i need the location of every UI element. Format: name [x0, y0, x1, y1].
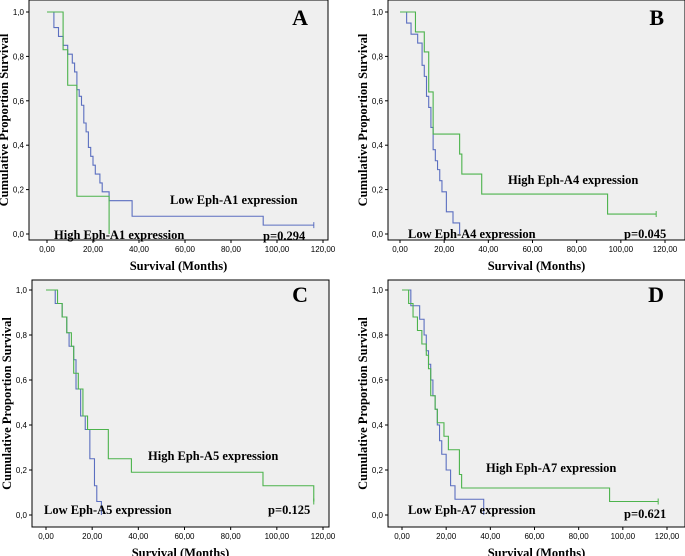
km-panel-b: 0,0 0,2 0,4 0,6 0,8 1,0 0,00 20,00 40,00 60,00 80,…	[356, 0, 685, 273]
x-tick-label: 40,00	[478, 245, 499, 254]
plot-area	[28, 0, 329, 241]
x-tick-label: 120,00	[311, 245, 336, 254]
y-tick-label: 0,0	[13, 230, 25, 239]
survival-curve-high	[402, 289, 659, 503]
y-tick-label: 0,2	[16, 466, 28, 475]
y-tick-label: 0,2	[372, 466, 384, 475]
y-tick-label: 1,0	[16, 286, 28, 295]
x-tick-label: 20,00	[434, 245, 455, 254]
x-tick-label: 0,00	[392, 245, 408, 254]
survival-curve-low	[400, 11, 461, 234]
x-tick-label: 0,00	[39, 245, 55, 254]
x-tick-label: 60,00	[524, 532, 545, 541]
y-tick-label: 0,8	[16, 331, 28, 340]
panel-letter: C	[292, 282, 308, 307]
x-tick-label: 40,00	[129, 245, 150, 254]
x-axis-title: Survival (Months)	[130, 259, 228, 273]
y-tick-label: 0,6	[372, 97, 384, 106]
survival-curve-high	[400, 11, 657, 215]
panel-letter: B	[649, 5, 664, 30]
y-tick-label: 0,6	[16, 376, 28, 385]
y-tick-label: 0,8	[372, 331, 384, 340]
series-label: Low Eph-A1 expression	[170, 193, 298, 207]
y-axis-title: Cumulative Proportion Survival	[356, 317, 370, 490]
survival-curve-high	[47, 11, 110, 234]
x-tick-label: 80,00	[569, 532, 590, 541]
p-value: p=0.045	[624, 227, 666, 241]
x-tick-label: 20,00	[436, 532, 457, 541]
x-tick-label: 80,00	[221, 532, 242, 541]
x-tick-label: 100,00	[609, 245, 634, 254]
km-panel-a: 0,0 0,2 0,4 0,6 0,8 1,0 0,00 20,00 40,00 60,00 80,…	[0, 0, 336, 273]
y-tick-label: 0,0	[16, 511, 28, 520]
y-tick-label: 0,4	[13, 141, 25, 150]
x-tick-label: 120,00	[311, 532, 336, 541]
y-axis-title: Cumulative Proportion Survival	[0, 33, 11, 206]
km-panel-c: 0,0 0,2 0,4 0,6 0,8 1,0 0,00 20,00 40,00 60,00 80,…	[0, 279, 336, 556]
series-label: High Eph-A1 expression	[54, 228, 184, 242]
survival-curve-high	[46, 289, 315, 502]
y-tick-label: 0,4	[372, 421, 384, 430]
x-axis-title: Survival (Months)	[132, 546, 230, 556]
x-tick-label: 20,00	[82, 532, 103, 541]
y-tick-label: 0,0	[372, 511, 384, 520]
series-label: High Eph-A4 expression	[508, 173, 638, 187]
series-label: Low Eph-A4 expression	[408, 227, 536, 241]
x-tick-label: 120,00	[655, 532, 680, 541]
p-value: p=0.125	[268, 503, 310, 517]
x-tick-label: 20,00	[83, 245, 104, 254]
x-tick-label: 60,00	[174, 532, 195, 541]
y-tick-label: 0,8	[372, 52, 384, 61]
x-tick-label: 60,00	[522, 245, 543, 254]
km-panel-d: 0,0 0,2 0,4 0,6 0,8 1,0 0,00 20,00 40,00 60,00 80,…	[356, 279, 685, 556]
x-axis-title: Survival (Months)	[488, 546, 586, 556]
y-axis-title: Cumulative Proportion Survival	[356, 33, 370, 206]
y-tick-label: 1,0	[13, 8, 25, 17]
x-tick-label: 40,00	[128, 532, 149, 541]
y-tick-label: 1,0	[372, 8, 384, 17]
y-tick-label: 0,4	[372, 141, 384, 150]
y-tick-label: 0,6	[13, 97, 25, 106]
x-tick-label: 120,00	[653, 245, 678, 254]
y-tick-label: 0,2	[372, 186, 384, 195]
y-tick-label: 0,0	[372, 230, 384, 239]
y-axis-title: Cumulative Proportion Survival	[0, 317, 14, 490]
series-label: Low Eph-A7 expression	[408, 503, 536, 517]
x-tick-label: 100,00	[265, 532, 290, 541]
series-label: High Eph-A5 expression	[148, 449, 278, 463]
x-tick-label: 100,00	[265, 245, 290, 254]
x-tick-label: 40,00	[480, 532, 501, 541]
panel-letter: D	[648, 282, 664, 307]
plot-area	[31, 279, 330, 528]
x-tick-label: 60,00	[175, 245, 196, 254]
p-value: p=0.294	[263, 229, 306, 243]
y-tick-label: 0,2	[13, 186, 25, 195]
survival-curve-low	[47, 11, 314, 226]
panel-letter: A	[292, 5, 308, 30]
y-tick-label: 0,4	[16, 421, 28, 430]
x-axis-title: Survival (Months)	[488, 259, 586, 273]
x-tick-label: 80,00	[567, 245, 588, 254]
y-tick-label: 0,6	[372, 376, 384, 385]
x-tick-label: 0,00	[394, 532, 410, 541]
series-label: Low Eph-A5 expression	[44, 503, 172, 517]
x-tick-label: 80,00	[221, 245, 242, 254]
y-tick-label: 0,8	[13, 52, 25, 61]
p-value: p=0.621	[624, 507, 666, 521]
plot-area	[387, 0, 685, 241]
series-label: High Eph-A7 expression	[486, 461, 616, 475]
x-tick-label: 100,00	[611, 532, 636, 541]
x-tick-label: 0,00	[38, 532, 54, 541]
y-tick-label: 1,0	[372, 286, 384, 295]
plot-area	[387, 279, 685, 528]
